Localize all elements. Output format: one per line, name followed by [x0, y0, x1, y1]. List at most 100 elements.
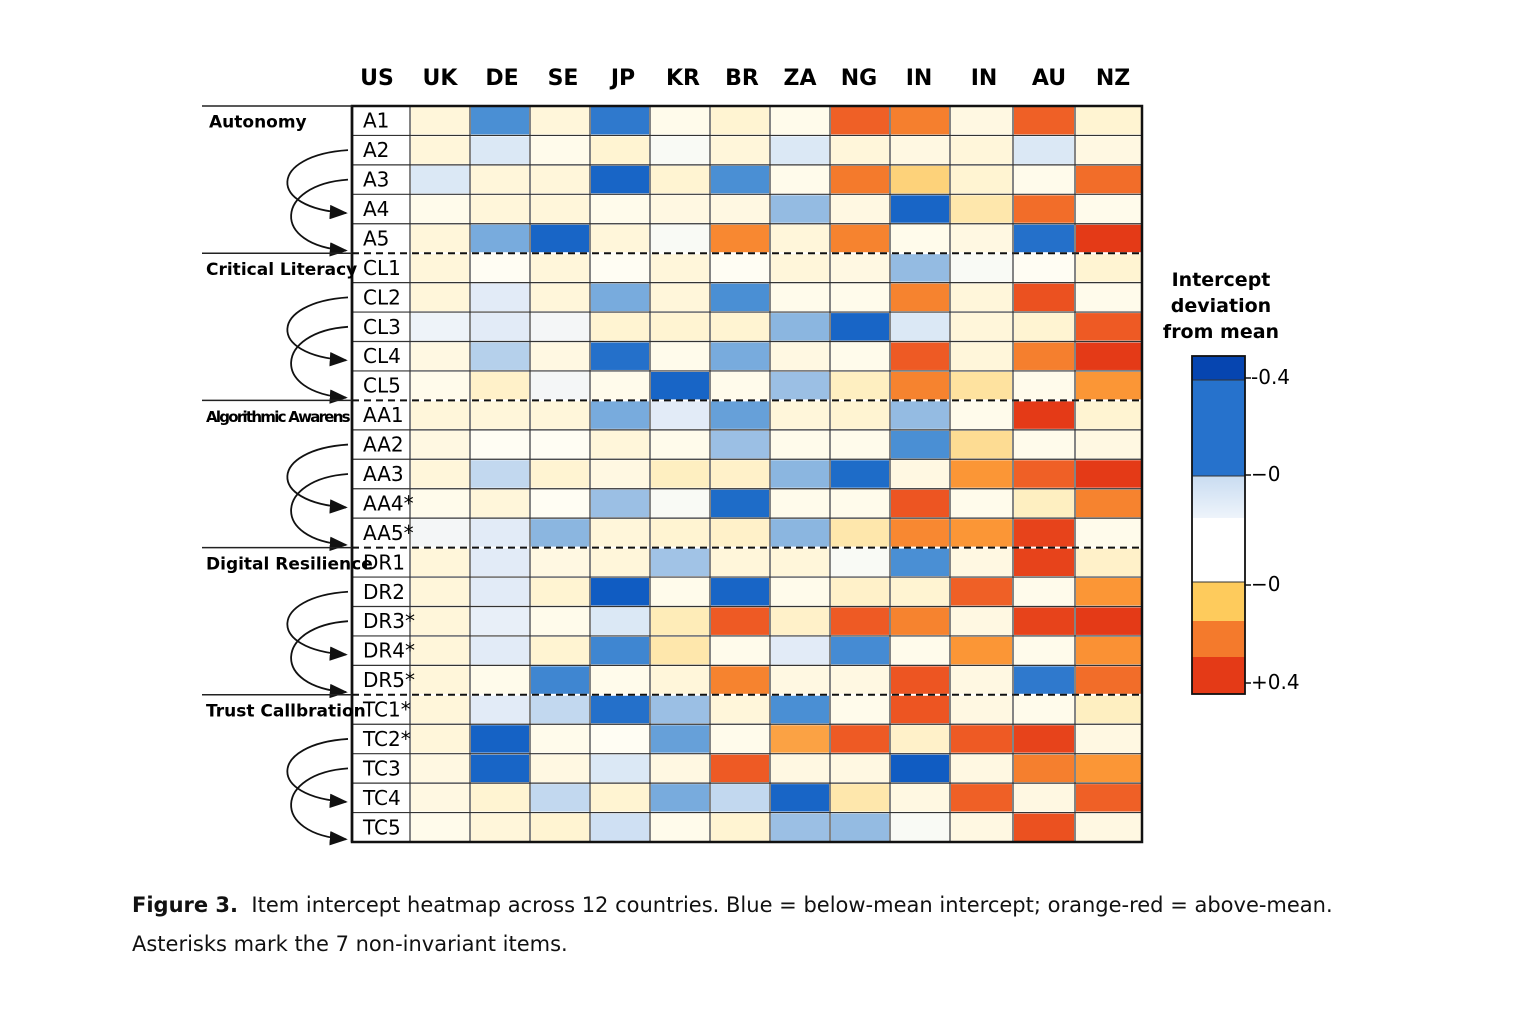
heatmap-cell [591, 283, 649, 312]
heatmap-cell [831, 784, 889, 812]
heatmap-cell [471, 371, 529, 400]
heatmap-cell [1076, 283, 1141, 312]
heatmap-cell [711, 313, 769, 341]
column-headers: US UK DE SE JP KR BR ZA NG IN IN AU NZ [360, 66, 1130, 91]
heatmap-cell [471, 489, 529, 518]
colorbar-legend: Intercept deviation from mean -0.4 −0 −0 +0.4 [1163, 269, 1300, 695]
column-header: NG [841, 66, 877, 91]
heatmap-cell [771, 813, 829, 841]
heatmap-cell [1076, 195, 1141, 223]
heatmap-cell [771, 165, 829, 194]
heatmap-cell [471, 754, 529, 783]
heatmap-cell [411, 578, 469, 606]
column-header: IN [906, 66, 933, 91]
colorbar-title-line: Intercept [1172, 269, 1271, 291]
column-header: IN [971, 66, 998, 91]
heatmap-cell [831, 460, 889, 488]
heatmap-cell [591, 607, 649, 635]
heatmap-cell [1076, 313, 1141, 341]
heatmap-cell [711, 401, 769, 429]
heatmap-cell [651, 401, 709, 429]
heatmap-cell [831, 607, 889, 635]
heatmap-cell [711, 283, 769, 312]
colorbar-tick-label: −0 [1251, 462, 1280, 486]
heatmap-cell [1014, 578, 1074, 606]
heatmap-cell [591, 136, 649, 164]
heatmap-cell [711, 548, 769, 577]
heatmap-cell [1014, 254, 1074, 282]
heatmap-cell [891, 224, 949, 253]
heatmap-cell [471, 695, 529, 724]
heatmap-cell [591, 725, 649, 753]
heatmap-cell [531, 283, 589, 312]
heatmap-cell [1014, 195, 1074, 223]
heatmap-cell [951, 725, 1012, 753]
column-header: AU [1032, 66, 1066, 91]
heatmap-cell [1014, 519, 1074, 547]
heatmap-cell [1076, 607, 1141, 635]
heatmap-cell [531, 371, 589, 400]
arrow-icon [290, 325, 349, 404]
heatmap-cell [471, 401, 529, 429]
heatmap-cell [771, 254, 829, 282]
heatmap-cell [1076, 254, 1141, 282]
heatmap-cell [891, 342, 949, 370]
heatmap-cell [891, 666, 949, 694]
group-label: Digital Resilience [206, 554, 373, 574]
heatmap-cell [651, 636, 709, 665]
heatmap-cell [531, 666, 589, 694]
heatmap-cell [951, 548, 1012, 577]
heatmap-cell [591, 313, 649, 341]
heatmap-cell [591, 813, 649, 841]
heatmap-cell [951, 107, 1012, 135]
row-label: TC3 [362, 756, 401, 780]
heatmap-cell [1014, 636, 1074, 665]
heatmap-cell [1014, 489, 1074, 518]
heatmap-cell [1076, 460, 1141, 488]
heatmap-cell [711, 636, 769, 665]
heatmap-cell [591, 489, 649, 518]
colorbar-segment [1192, 356, 1245, 380]
heatmap-cell [771, 666, 829, 694]
heatmap-cell [1014, 107, 1074, 135]
heatmap-cell [951, 607, 1012, 635]
heatmap-cell [411, 136, 469, 164]
colorbar-segment [1192, 518, 1245, 582]
heatmap-cell [531, 519, 589, 547]
heatmap-cell [1076, 754, 1141, 783]
heatmap-cell [711, 489, 769, 518]
heatmap-cell [591, 371, 649, 400]
heatmap-cell [1014, 460, 1074, 488]
heatmap-cells [411, 107, 1141, 841]
column-header: KR [666, 66, 700, 91]
figure-caption: Figure 3. Item intercept heatmap across … [132, 886, 1432, 964]
heatmap-cell [411, 195, 469, 223]
heatmap-cell [891, 254, 949, 282]
heatmap-cell [591, 342, 649, 370]
heatmap-cell [471, 578, 529, 606]
heatmap-cell [711, 371, 769, 400]
heatmap-cell [951, 401, 1012, 429]
row-labels: A1 A2 A3 A4 A5 CL1 CL2 CL3 CL4 CL5 AA1 AA2 AA3 AA4* AA… [362, 109, 415, 840]
heatmap-cell [711, 813, 769, 841]
heatmap-cell [891, 195, 949, 223]
heatmap-cell [891, 401, 949, 429]
heatmap-cell [771, 784, 829, 812]
heatmap-cell [411, 666, 469, 694]
row-label: A1 [363, 109, 389, 133]
heatmap-cell [1014, 401, 1074, 429]
heatmap-cell [771, 136, 829, 164]
heatmap-cell [771, 313, 829, 341]
heatmap-cell [1014, 342, 1074, 370]
heatmap-cell [531, 342, 589, 370]
colorbar-tick-label: +0.4 [1251, 670, 1300, 694]
heatmap-cell [471, 460, 529, 488]
heatmap-cell [531, 548, 589, 577]
heatmap-cell [651, 460, 709, 488]
heatmap-cell [711, 695, 769, 724]
caption-line-1: Figure 3. Item intercept heatmap across … [132, 886, 1432, 925]
heatmap-cell [471, 430, 529, 459]
heatmap-cell [651, 283, 709, 312]
column-header: NZ [1096, 66, 1130, 91]
heatmap-cell [711, 666, 769, 694]
